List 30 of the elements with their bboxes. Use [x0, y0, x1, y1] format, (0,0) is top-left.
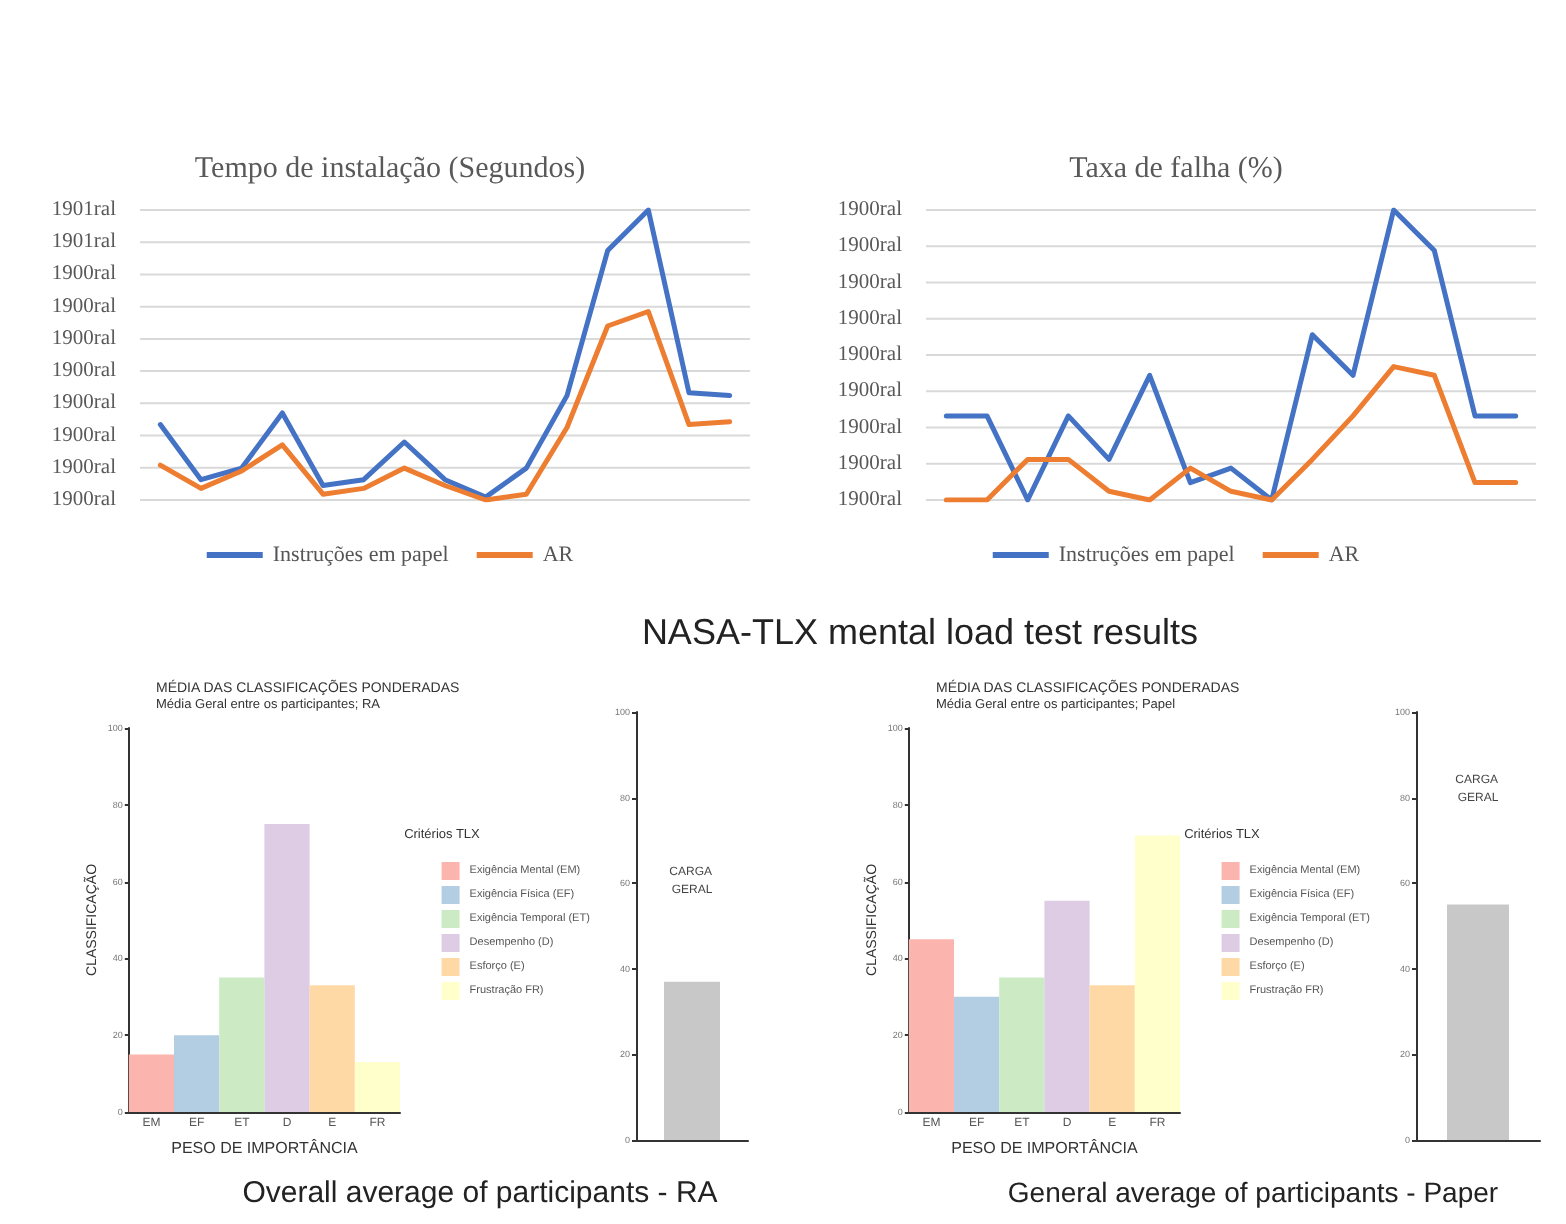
text: 1900ral — [837, 344, 903, 366]
text: Overall average of participants - RA — [240, 1176, 720, 1210]
legend-label: Instruções em papel — [1058, 543, 1235, 567]
x-axis-title: PESO DE IMPORTÂNCIA — [951, 1138, 1139, 1157]
chart-title: Tempo de instalação (Segundos) — [194, 153, 586, 185]
text: 1900ral — [837, 380, 903, 403]
legend-label: AR — [542, 543, 575, 567]
legend-label: Instruções em papel — [272, 543, 449, 567]
chart-title: Taxa de falha (%) — [1069, 153, 1283, 185]
text: 1900ral — [837, 452, 903, 475]
text: 1901ral — [51, 231, 117, 254]
legend-label: AR — [1328, 543, 1361, 567]
text: 1900ral — [51, 263, 117, 286]
text: 1900ral — [837, 271, 903, 294]
text: 1900ral — [837, 307, 903, 330]
text: 1900ral — [837, 235, 903, 258]
text: 1900ral — [51, 327, 117, 350]
text: 1900ral — [837, 489, 903, 511]
text: 1900ral — [51, 295, 117, 318]
text: 1900ral — [51, 360, 117, 383]
text: 1901ral — [51, 199, 117, 221]
x-axis-title: PESO DE IMPORTÂNCIA — [171, 1138, 359, 1157]
text: General average of participants - Paper — [1005, 1176, 1501, 1208]
text: 1900ral — [51, 424, 117, 447]
text: 1900ral — [837, 416, 903, 439]
text: NASA-TLX mental load test results — [639, 612, 1201, 654]
text: 1900ral — [51, 489, 117, 511]
text: 1900ral — [51, 456, 117, 479]
text: 1900ral — [51, 392, 117, 415]
text: 1900ral — [837, 199, 903, 221]
